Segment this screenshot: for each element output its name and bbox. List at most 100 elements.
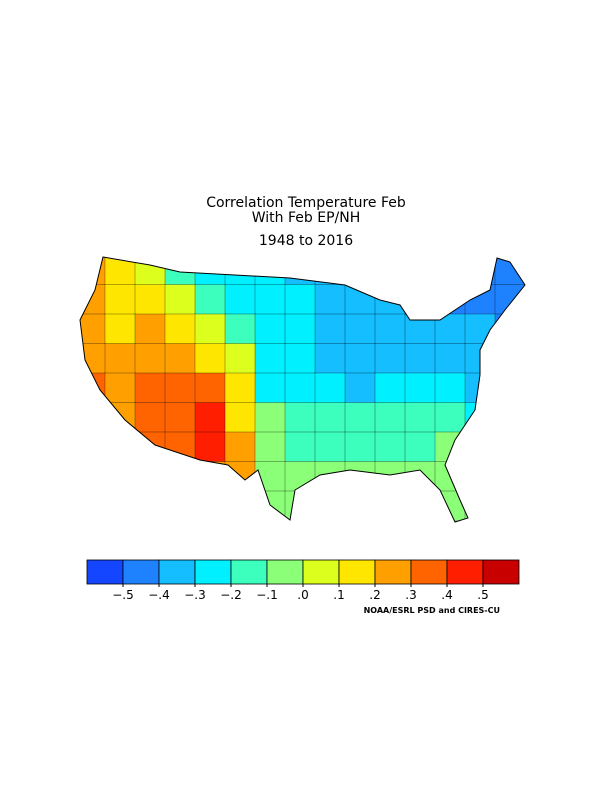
map-cell (434, 402, 466, 433)
map (80, 257, 525, 522)
map-cell (494, 431, 525, 463)
map-cell (404, 372, 436, 404)
colorbar-swatch (122, 559, 160, 585)
map-cell (404, 343, 436, 374)
map-cell (464, 284, 496, 315)
map-cell (80, 372, 106, 404)
map-cell (194, 284, 226, 315)
map-cell (494, 343, 525, 374)
colorbar-tick-label: .3 (405, 588, 416, 602)
map-cell (434, 372, 466, 404)
map-cell (104, 431, 136, 463)
map-cell (464, 372, 496, 404)
map-cell (464, 431, 496, 463)
map-cell (434, 431, 466, 463)
map-cell (224, 402, 256, 433)
map-cell (374, 402, 406, 433)
colorbar-tick-label: −.1 (256, 588, 278, 602)
map-cell (314, 372, 346, 404)
map-cell (404, 402, 436, 433)
map-cell (104, 402, 136, 433)
map-cell (374, 431, 406, 463)
map-cell (494, 284, 525, 315)
us-outline (79, 256, 526, 523)
map-cell (374, 313, 406, 345)
map-cell (434, 490, 466, 522)
credit: NOAA/ESRL PSD and CIRES-CU (364, 606, 500, 615)
map-cell (314, 257, 346, 286)
map-cell (254, 372, 286, 404)
map-cell (80, 343, 106, 374)
map-cell (254, 257, 286, 286)
colorbar-swatch (338, 559, 376, 585)
map-cell (404, 431, 436, 463)
map-cell (464, 461, 496, 492)
colorbar-swatch (194, 559, 232, 585)
map-cell (494, 257, 525, 286)
map-cell (104, 313, 136, 345)
map-cell (374, 461, 406, 492)
map-cell (314, 284, 346, 315)
map-cell (254, 461, 286, 492)
map-cell (314, 313, 346, 345)
map-cell (434, 313, 466, 345)
map-cell (254, 343, 286, 374)
map-cell (134, 402, 166, 433)
map-cell (344, 402, 376, 433)
map-cell (224, 343, 256, 374)
colorbar-tick-label: .5 (477, 588, 488, 602)
map-cell (224, 257, 256, 286)
map-cell (434, 343, 466, 374)
map-cell (464, 257, 496, 286)
map-cell (194, 461, 226, 492)
colorbar-swatch (302, 559, 340, 585)
map-cell (224, 431, 256, 463)
map-cell (254, 402, 286, 433)
map-cell (464, 490, 496, 522)
map-cell (194, 431, 226, 463)
map-cell (494, 372, 525, 404)
map-cell (284, 402, 316, 433)
colorbar-swatch (158, 559, 196, 585)
map-cell (314, 431, 346, 463)
map-cell (224, 313, 256, 345)
map-cell (284, 490, 316, 522)
map-cell (374, 343, 406, 374)
map-cell (254, 313, 286, 345)
map-cell (254, 284, 286, 315)
colorbar-tick-label: .1 (333, 588, 344, 602)
map-cell (344, 461, 376, 492)
map-cell (404, 284, 436, 315)
map-cell (284, 313, 316, 345)
map-cell (164, 402, 196, 433)
map-cell (344, 372, 376, 404)
map-cell (134, 372, 166, 404)
map-cell (104, 343, 136, 374)
colorbar-swatch (374, 559, 412, 585)
map-cell (404, 257, 436, 286)
map-cell (344, 284, 376, 315)
colorbar-tick-label: −.4 (148, 588, 170, 602)
map-cell (104, 284, 136, 315)
map-cell (164, 372, 196, 404)
map-cell (284, 431, 316, 463)
map-cell (194, 372, 226, 404)
colorbar-tick-label: .0 (297, 588, 308, 602)
colorbar-tick-label: −.3 (184, 588, 206, 602)
map-cell (374, 372, 406, 404)
map-cell (284, 372, 316, 404)
map-cell (494, 313, 525, 345)
map-cell (284, 343, 316, 374)
map-cell (194, 257, 226, 286)
map-cell (344, 431, 376, 463)
map-cell (254, 490, 286, 522)
colorbar-swatch (266, 559, 304, 585)
map-cell (434, 284, 466, 315)
colorbar-tick-label: .2 (369, 588, 380, 602)
map-cell (314, 343, 346, 374)
map-cell (104, 372, 136, 404)
colorbar-tick-label: −.5 (112, 588, 134, 602)
map-cell (254, 431, 286, 463)
map-cell (224, 372, 256, 404)
map-cell (344, 313, 376, 345)
